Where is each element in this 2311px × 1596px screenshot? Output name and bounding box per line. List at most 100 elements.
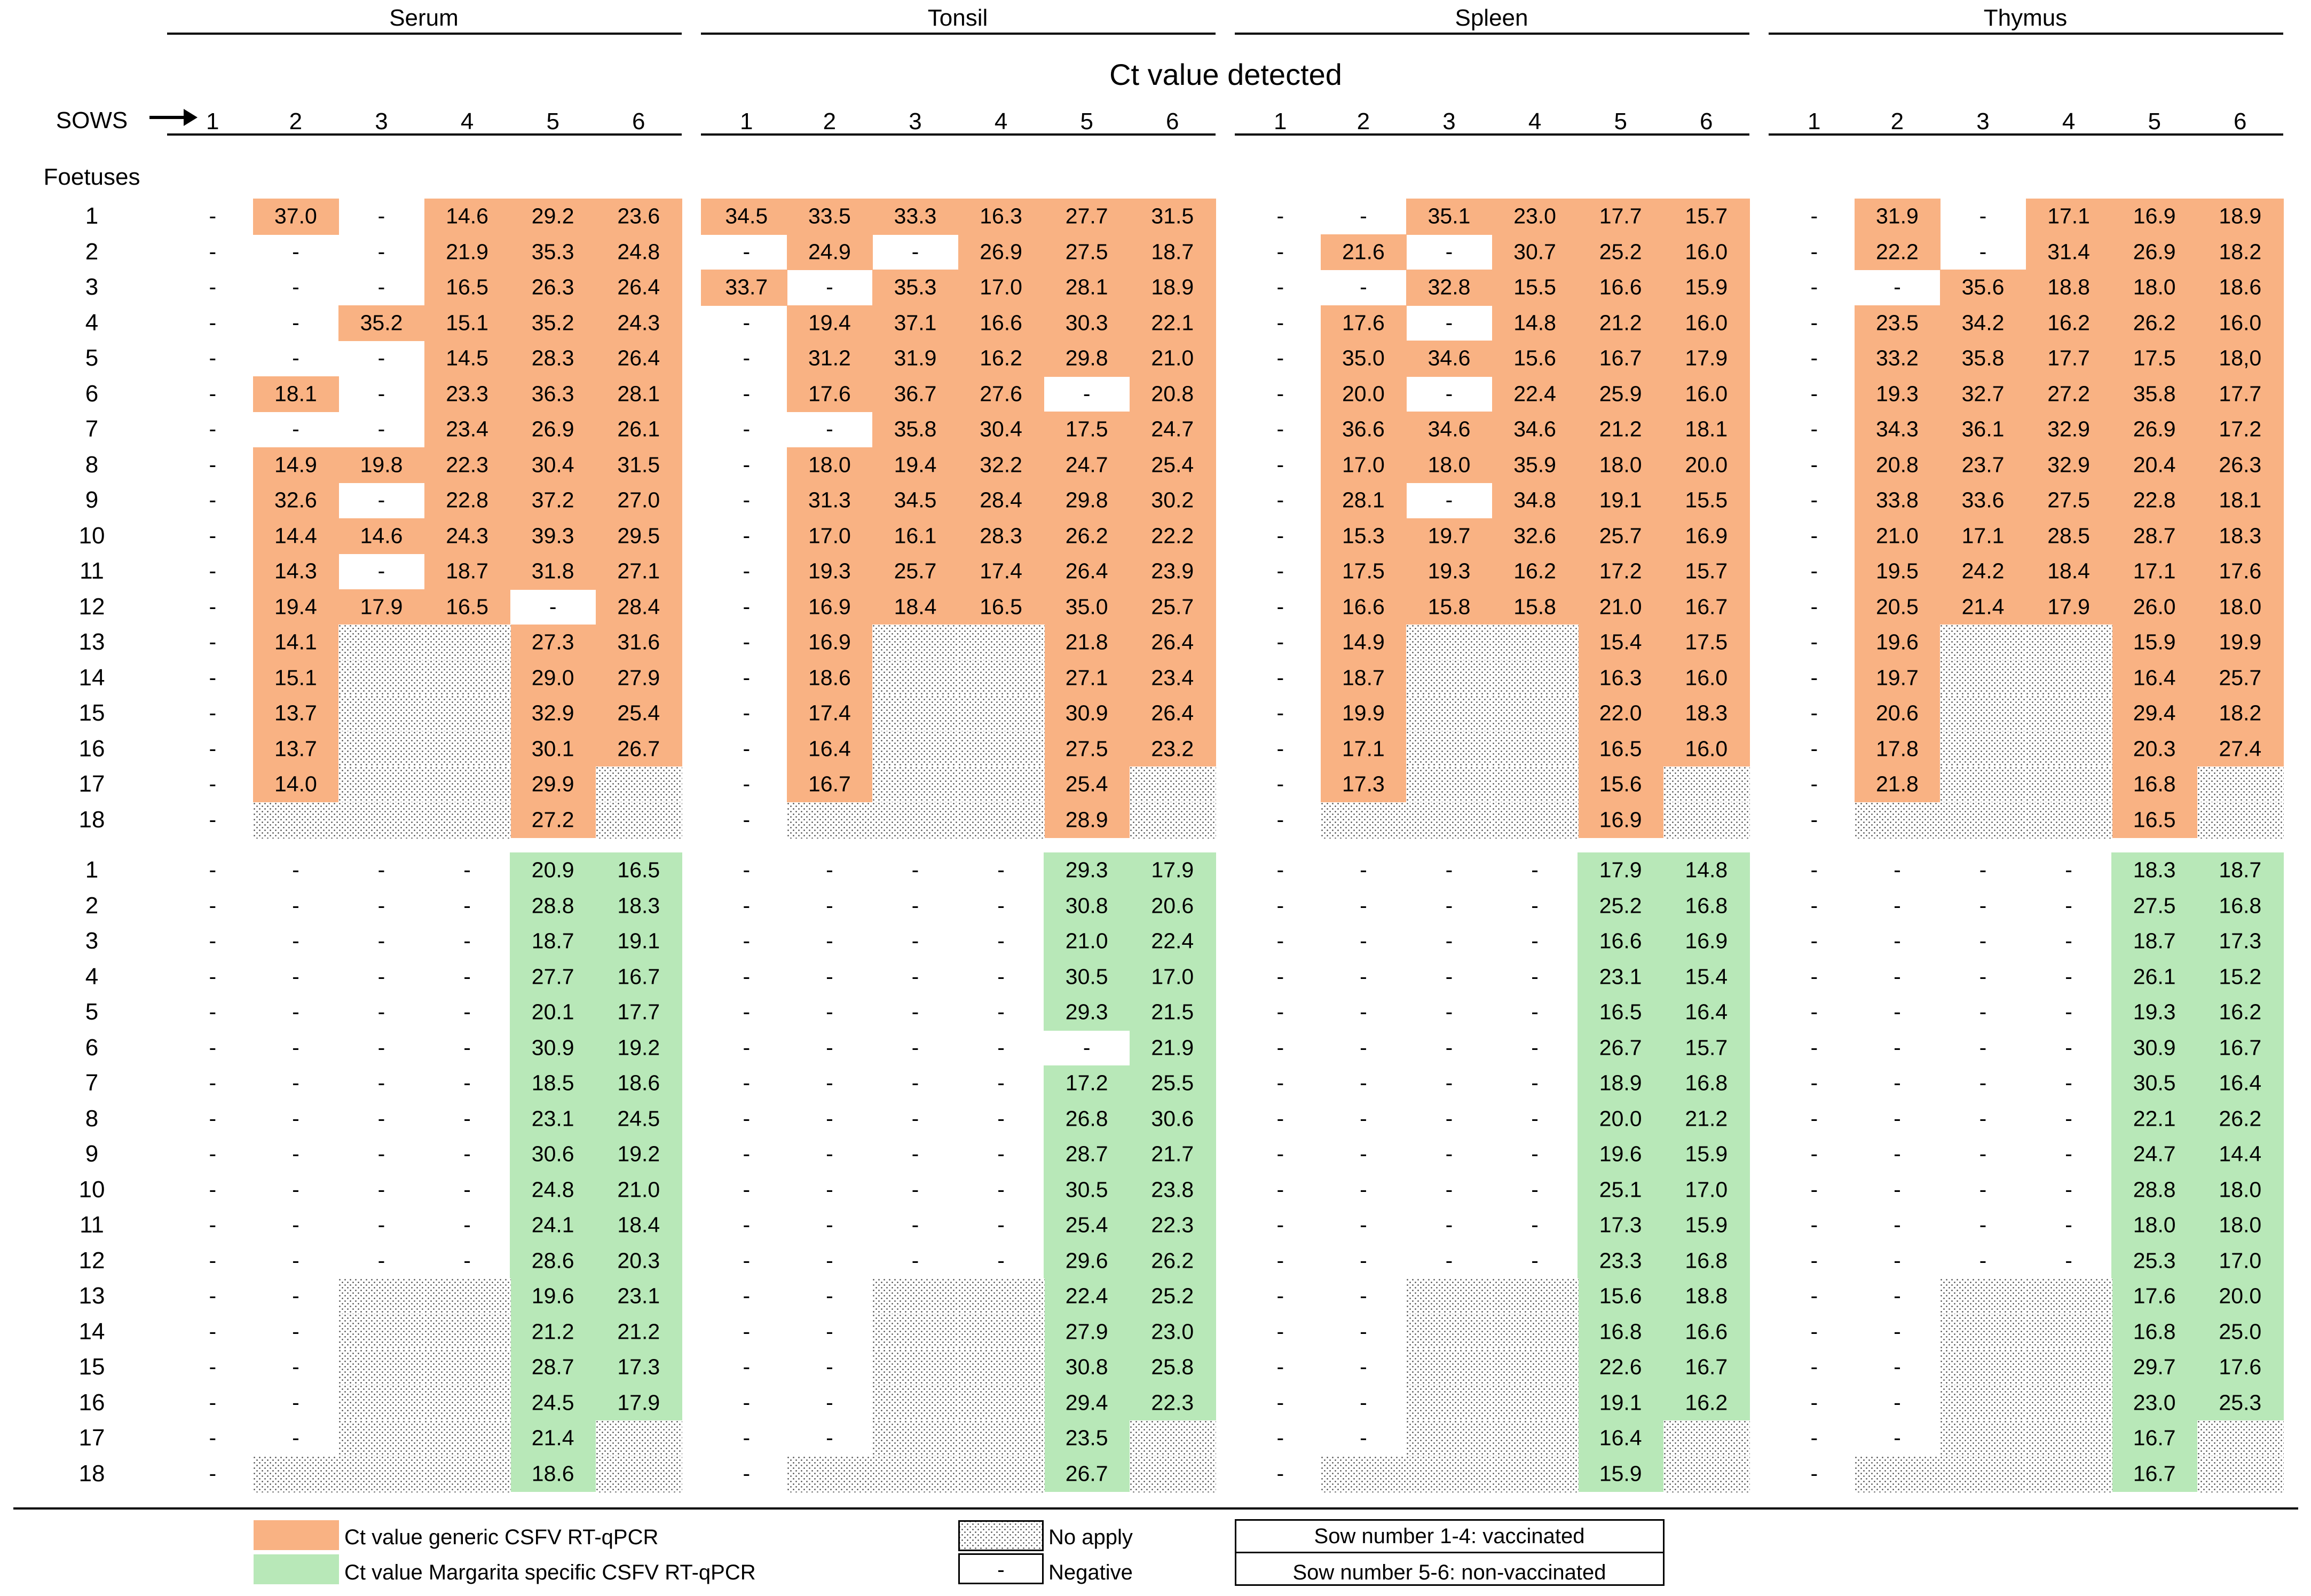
legend-box-non-vaccinated <box>1235 1552 1665 1586</box>
ct-fill-generic-serum <box>424 376 682 412</box>
ct-fill-margarita-serum <box>510 852 682 889</box>
ct-value-generic-spleen: 16.5 <box>1599 736 1642 761</box>
ct-value-generic-serum: 24.3 <box>446 523 488 548</box>
ct-value-generic-serum: 29.5 <box>617 523 660 548</box>
ct-value-generic-tonsil: - <box>743 807 751 832</box>
ct-value-margarita-tonsil: - <box>826 1283 833 1308</box>
ct-fill-generic-serum <box>424 412 682 448</box>
ct-value-margarita-tonsil: 30.8 <box>1065 893 1108 918</box>
ct-value-generic-tonsil: 23.4 <box>1151 665 1194 690</box>
no-apply-cell-margarita-spleen <box>1492 1349 1579 1386</box>
ct-value-generic-spleen: 17.5 <box>1685 629 1728 654</box>
ct-value-generic-serum: 30.1 <box>531 736 574 761</box>
foetus-number-margarita: 10 <box>78 1176 105 1203</box>
ct-fill-margarita-tonsil <box>1044 994 1216 1031</box>
ct-value-generic-serum: 30.4 <box>531 452 574 477</box>
ct-fill-margarita-serum <box>510 1101 682 1137</box>
ct-value-margarita-thymus: 16.7 <box>2133 1425 2176 1450</box>
ct-value-margarita-thymus: - <box>2065 857 2072 882</box>
no-apply-cell-generic-thymus <box>2025 696 2112 732</box>
ct-value-generic-tonsil: 26.4 <box>1151 700 1194 725</box>
ct-value-generic-thymus: 28.7 <box>2133 523 2176 548</box>
ct-value-margarita-tonsil: 22.3 <box>1151 1212 1194 1237</box>
ct-value-margarita-spleen: - <box>1445 1177 1453 1202</box>
no-apply-cell-margarita-serum <box>253 1456 340 1492</box>
ct-value-margarita-serum: - <box>463 999 471 1024</box>
no-apply-cell-generic-spleen <box>1406 625 1493 661</box>
ct-value-margarita-serum: - <box>292 1212 299 1237</box>
ct-value-margarita-serum: 27.7 <box>531 964 574 989</box>
ct-value-generic-spleen: 23.0 <box>1513 203 1556 228</box>
ct-fill-generic-thymus <box>1854 625 1941 661</box>
ct-value-generic-tonsil: 23.9 <box>1151 558 1194 583</box>
ct-value-margarita-spleen: 23.1 <box>1599 964 1642 989</box>
ct-value-margarita-spleen: 16.8 <box>1599 1319 1642 1344</box>
ct-value-generic-tonsil: 17.4 <box>808 700 851 725</box>
ct-value-generic-serum: 32.6 <box>274 487 317 512</box>
ct-value-margarita-thymus: 23.0 <box>2133 1390 2176 1415</box>
ct-value-margarita-spleen: - <box>1445 1212 1453 1237</box>
ct-value-generic-serum: 14.1 <box>274 629 317 654</box>
ct-fill-margarita-tonsil <box>1044 1349 1216 1386</box>
ct-value-margarita-tonsil: - <box>997 964 1005 989</box>
ct-value-margarita-tonsil: - <box>826 964 833 989</box>
ct-value-generic-thymus: - <box>1979 203 1987 228</box>
ct-value-margarita-tonsil: - <box>911 1177 919 1202</box>
ct-fill-generic-serum <box>510 731 682 767</box>
no-apply-cell-margarita-thymus <box>2025 1278 2112 1315</box>
ct-value-generic-serum: 35.2 <box>360 310 403 335</box>
ct-value-generic-tonsil: 16.3 <box>980 203 1022 228</box>
ct-fill-margarita-tonsil <box>1044 923 1216 960</box>
ct-value-generic-tonsil: 33.3 <box>894 203 937 228</box>
ct-value-generic-spleen: - <box>1276 700 1284 725</box>
ct-fill-margarita-thymus <box>2111 1207 2284 1244</box>
ct-fill-generic-thymus <box>2111 767 2198 803</box>
ct-value-generic-serum: 14.4 <box>274 523 317 548</box>
ct-fill-generic-serum <box>510 660 682 696</box>
ct-value-margarita-tonsil: - <box>997 1141 1005 1166</box>
ct-value-generic-serum: - <box>209 558 217 583</box>
sow-number-tonsil-3: 3 <box>909 108 922 135</box>
ct-value-generic-tonsil: - <box>743 452 751 477</box>
ct-value-margarita-tonsil: - <box>826 893 833 918</box>
ct-value-generic-serum: 13.7 <box>274 700 317 725</box>
ct-value-margarita-serum: 24.8 <box>531 1177 574 1202</box>
ct-fill-generic-tonsil <box>786 447 1216 483</box>
ct-fill-margarita-serum <box>510 1172 682 1208</box>
no-apply-cell-generic-serum <box>424 731 511 768</box>
ct-value-margarita-spleen: - <box>1276 928 1284 953</box>
ct-fill-margarita-spleen <box>1578 994 1750 1031</box>
legend-label-non-vaccinated: Sow number 5-6: non-vaccinated <box>1292 1561 1606 1584</box>
ct-value-margarita-thymus: - <box>2065 1212 2072 1237</box>
ct-fill-generic-spleen <box>1578 625 1750 661</box>
ct-fill-generic-serum <box>253 199 340 235</box>
ct-fill-generic-spleen <box>1320 234 1407 270</box>
ct-value-margarita-spleen: - <box>1445 999 1453 1024</box>
no-apply-cell-generic-serum <box>338 660 425 697</box>
ct-value-generic-tonsil: 18.6 <box>808 665 851 690</box>
ct-value-margarita-thymus: 16.7 <box>2133 1461 2176 1486</box>
no-apply-cell-generic-tonsil <box>958 660 1045 697</box>
ct-value-margarita-tonsil: 30.5 <box>1065 964 1108 989</box>
ct-fill-generic-thymus <box>1854 447 2284 483</box>
ct-value-generic-tonsil: 19.4 <box>894 452 937 477</box>
ct-value-margarita-serum: 17.7 <box>617 999 660 1024</box>
ct-value-margarita-spleen: - <box>1276 1283 1284 1308</box>
ct-value-margarita-spleen: - <box>1276 1319 1284 1344</box>
ct-value-generic-spleen: 34.6 <box>1513 416 1556 441</box>
ct-fill-margarita-tonsil <box>1044 1065 1216 1102</box>
ct-value-generic-thymus: - <box>1810 665 1818 690</box>
ct-value-generic-tonsil: 25.4 <box>1151 452 1194 477</box>
ct-value-margarita-spleen: 15.9 <box>1685 1141 1728 1166</box>
ct-value-margarita-tonsil: - <box>743 1461 751 1486</box>
ct-value-generic-tonsil: 22.2 <box>1151 523 1194 548</box>
ct-value-generic-thymus: - <box>1979 239 1987 264</box>
ct-value-margarita-tonsil: - <box>911 928 919 953</box>
ct-value-generic-thymus: - <box>1810 239 1818 264</box>
ct-value-margarita-spleen: - <box>1360 1212 1367 1237</box>
legend-negative-symbol: - <box>997 1557 1005 1582</box>
ct-value-generic-spleen: 16.7 <box>1685 594 1728 619</box>
ct-value-generic-serum: 18.1 <box>274 381 317 406</box>
no-apply-cell-generic-tonsil <box>872 767 959 803</box>
ct-value-generic-spleen: 15.6 <box>1513 345 1556 370</box>
